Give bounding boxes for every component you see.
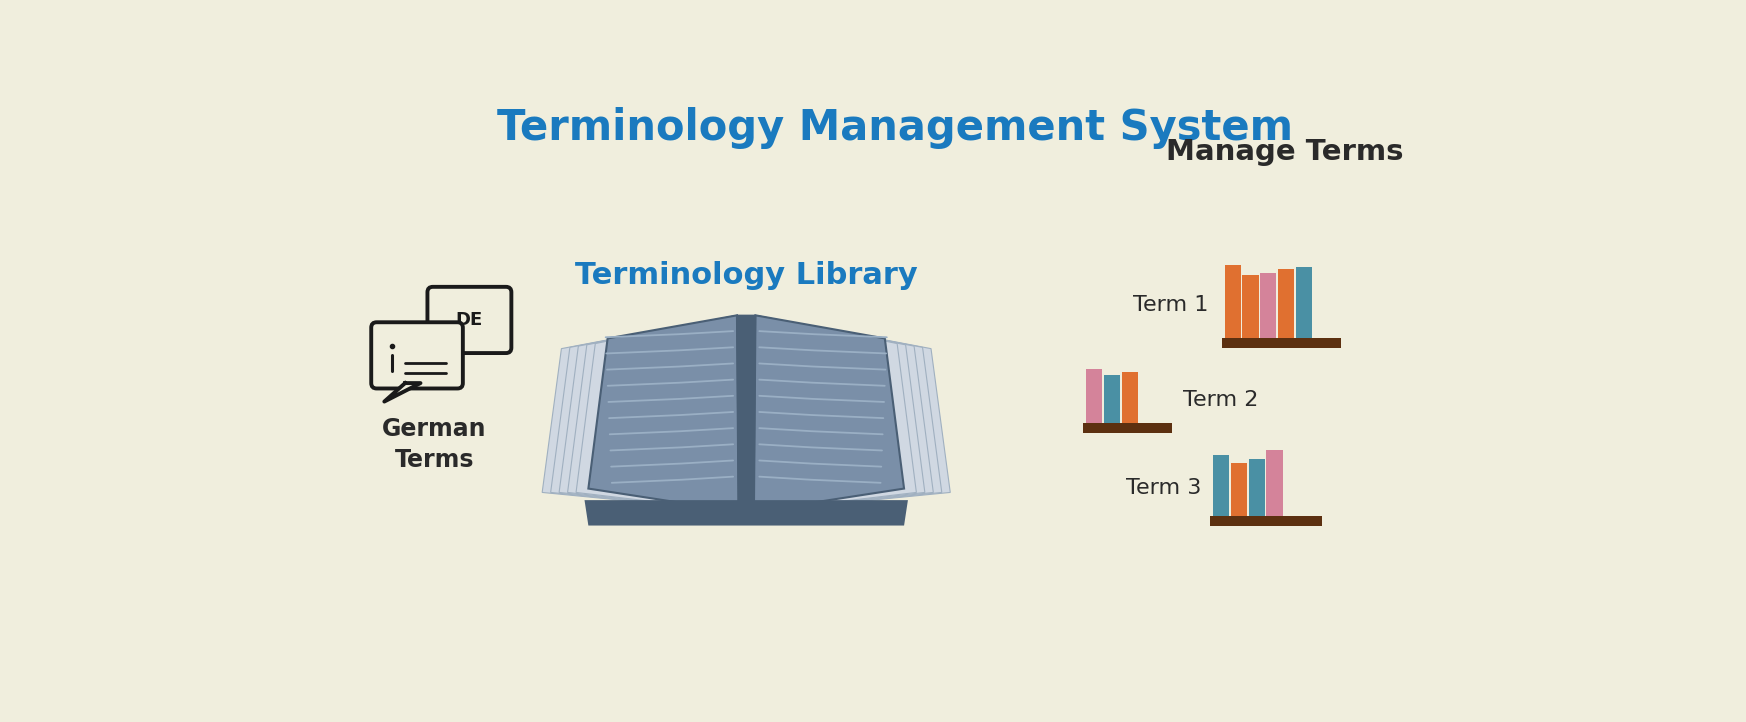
Text: Terminology Library: Terminology Library	[574, 261, 918, 290]
Bar	[1121, 372, 1138, 423]
Bar	[1103, 375, 1119, 423]
Text: DE: DE	[456, 311, 484, 329]
Polygon shape	[754, 316, 941, 512]
Polygon shape	[588, 316, 739, 512]
Bar	[1231, 464, 1247, 516]
Text: German
Terms: German Terms	[382, 417, 487, 471]
Bar	[1210, 516, 1322, 526]
Bar	[1083, 423, 1172, 433]
Polygon shape	[567, 316, 739, 512]
Polygon shape	[543, 316, 739, 512]
Polygon shape	[754, 316, 904, 512]
Bar	[1296, 267, 1311, 339]
Text: Term 2: Term 2	[1182, 390, 1259, 410]
Bar	[1278, 269, 1294, 339]
Polygon shape	[754, 316, 950, 512]
Polygon shape	[754, 316, 917, 512]
Bar	[1224, 265, 1241, 339]
Bar	[1213, 456, 1229, 516]
Polygon shape	[559, 316, 739, 512]
Polygon shape	[585, 500, 908, 526]
Polygon shape	[737, 316, 756, 512]
Bar	[1086, 369, 1102, 423]
Bar	[1261, 273, 1276, 339]
Text: Term 3: Term 3	[1126, 478, 1201, 497]
Polygon shape	[550, 316, 739, 512]
Polygon shape	[754, 316, 934, 512]
Text: Term 1: Term 1	[1133, 295, 1208, 315]
Bar	[1243, 275, 1259, 339]
Bar	[1222, 339, 1341, 349]
Bar	[1266, 450, 1283, 516]
FancyBboxPatch shape	[372, 322, 463, 388]
Polygon shape	[384, 383, 421, 401]
Text: Manage Terms: Manage Terms	[1166, 138, 1404, 166]
Bar	[1248, 458, 1264, 516]
Polygon shape	[576, 316, 739, 512]
Polygon shape	[754, 316, 925, 512]
Text: Terminology Management System: Terminology Management System	[498, 108, 1292, 149]
FancyBboxPatch shape	[428, 287, 512, 353]
